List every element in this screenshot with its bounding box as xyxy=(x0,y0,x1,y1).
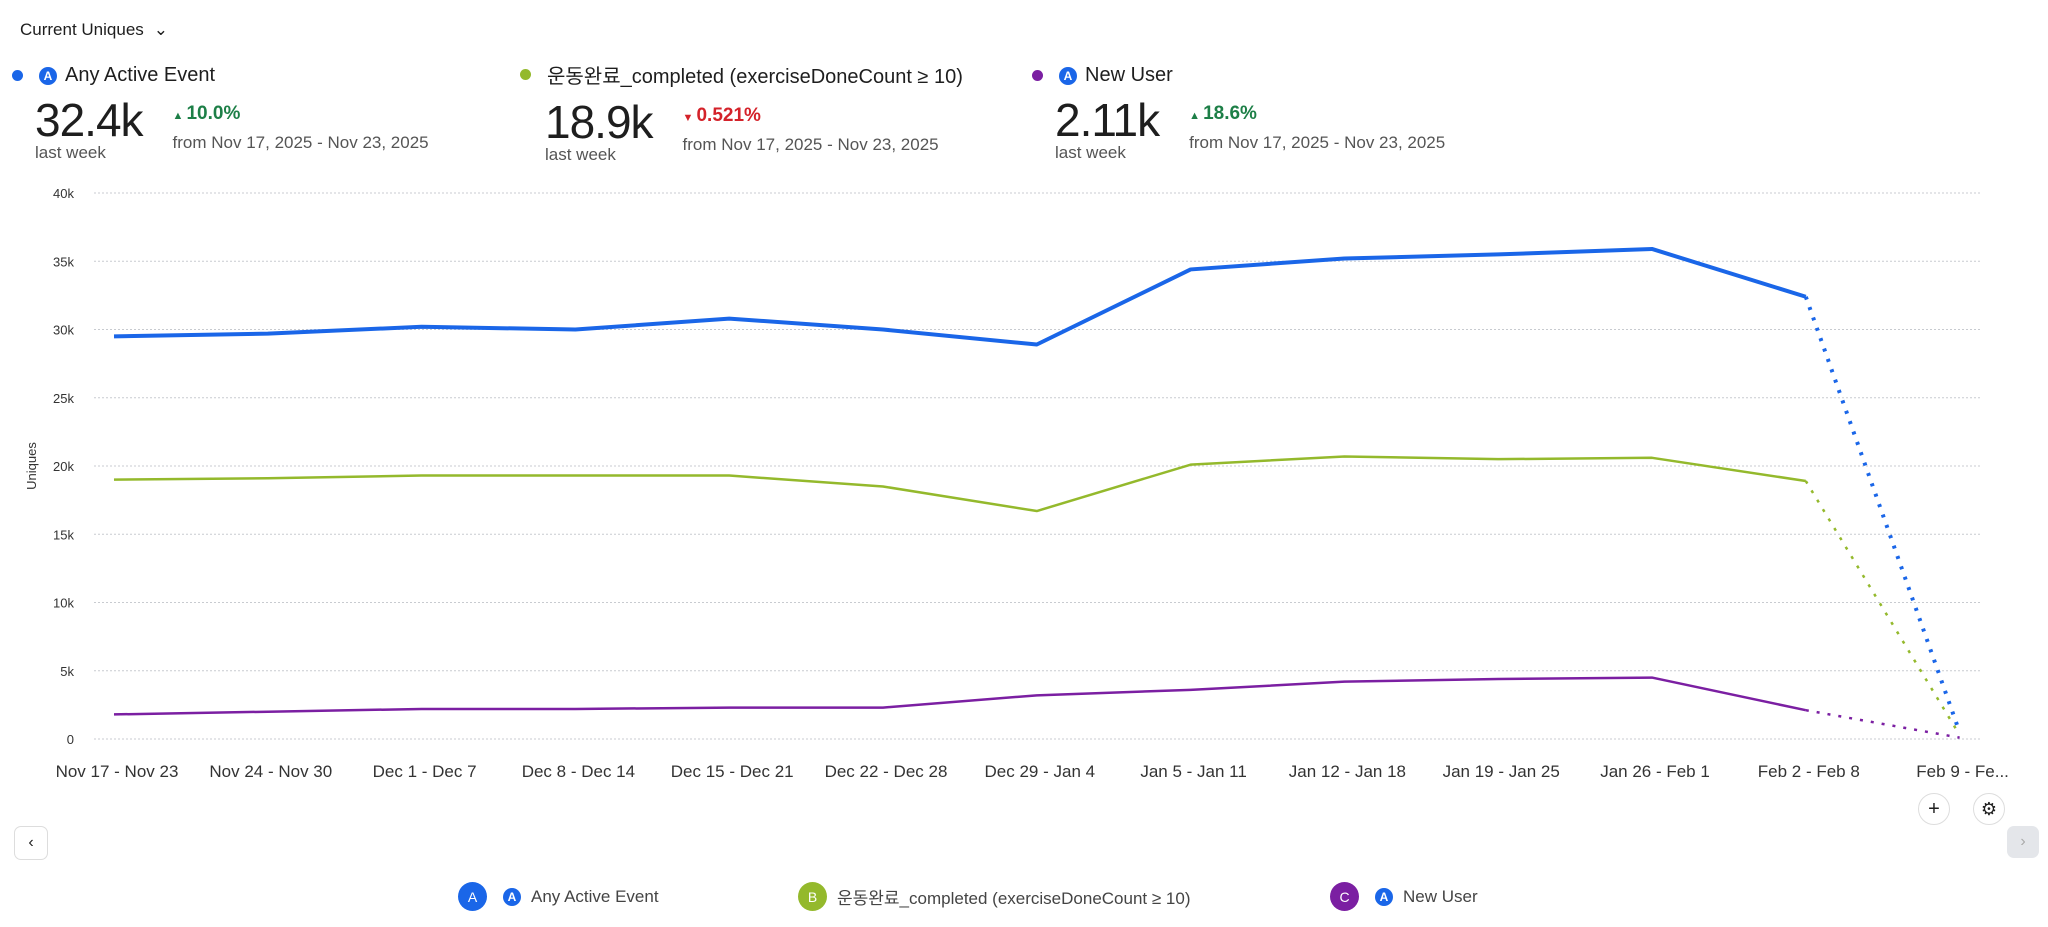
metric-name: New User xyxy=(1085,64,1173,86)
chevron-down-icon: ⌄ xyxy=(153,20,169,39)
x-tick-label: Dec 29 - Jan 4 xyxy=(985,762,1096,781)
legend-badge: B xyxy=(798,882,827,911)
legend-label: Any Active Event xyxy=(531,886,659,906)
y-tick-label: 35k xyxy=(53,254,74,269)
legend-label: 운동완료_completed (exerciseDoneCount ≥ 10) xyxy=(837,889,1191,908)
series-incomplete-segment xyxy=(1804,480,1961,736)
metric-card-c: A New User 2.11k last week ▲ 18.6% from Nov… xyxy=(1032,64,1445,163)
legend-label: New User xyxy=(1403,886,1478,906)
x-tick-label: Nov 17 - Nov 23 xyxy=(56,762,179,781)
y-tick-label: 30k xyxy=(53,323,74,338)
series-dot-icon xyxy=(12,70,23,81)
metric-period: last week xyxy=(545,145,616,164)
scroll-left-button[interactable]: ‹ xyxy=(14,826,48,860)
x-tick-label: Feb 2 - Feb 8 xyxy=(1758,762,1860,781)
add-button[interactable]: + xyxy=(1918,793,1950,825)
metric-name: 운동완료_completed (exerciseDoneCount ≥ 10) xyxy=(547,66,963,88)
legend-item-c[interactable]: C A New User xyxy=(1330,882,1478,911)
metric-period: last week xyxy=(35,143,106,162)
triangle-down-icon: ▼ xyxy=(682,112,697,124)
legend-item-b[interactable]: B 운동완료_completed (exerciseDoneCount ≥ 10… xyxy=(798,882,1191,911)
legend-badge: C xyxy=(1330,882,1359,911)
x-tick-label: Dec 22 - Dec 28 xyxy=(825,762,948,781)
x-tick-label: Jan 12 - Jan 18 xyxy=(1289,762,1406,781)
metric-value: 32.4k xyxy=(35,94,144,146)
amplitude-event-icon: A xyxy=(39,66,57,85)
metric-value: 2.11k xyxy=(1055,94,1160,146)
chevron-right-icon: › xyxy=(2020,833,2026,850)
y-tick-label: 10k xyxy=(53,596,74,611)
metric-period: last week xyxy=(1055,143,1126,162)
metric-from: from Nov 17, 2025 - Nov 23, 2025 xyxy=(682,135,939,154)
metric-change: 10.0% xyxy=(186,103,241,124)
settings-button[interactable]: ⚙ xyxy=(1973,793,2005,825)
metric-from: from Nov 17, 2025 - Nov 23, 2025 xyxy=(1189,133,1446,152)
legend-badge: A xyxy=(458,882,487,911)
metric-dropdown-label: Current Uniques xyxy=(20,20,144,39)
amplitude-event-icon: A xyxy=(1059,66,1077,85)
metric-name: Any Active Event xyxy=(65,64,216,86)
x-tick-label: Jan 19 - Jan 25 xyxy=(1443,762,1560,781)
legend-item-a[interactable]: A A Any Active Event xyxy=(458,882,659,911)
y-tick-label: 25k xyxy=(53,391,74,406)
chevron-left-icon: ‹ xyxy=(28,834,34,851)
metric-card-a: A Any Active Event 32.4k last week ▲ 10.0%… xyxy=(12,64,429,163)
amplitude-event-icon: A xyxy=(503,887,521,906)
metric-change: 18.6% xyxy=(1203,103,1257,124)
series-line xyxy=(113,455,1806,513)
metric-card-b: 운동완료_completed (exerciseDoneCount ≥ 10) … xyxy=(520,60,963,165)
series-incomplete-segment xyxy=(1803,296,1962,733)
metric-change: 0.521% xyxy=(696,105,761,126)
series-incomplete-segment xyxy=(1805,708,1960,739)
series-dot-icon xyxy=(520,69,531,80)
x-tick-label: Jan 26 - Feb 1 xyxy=(1600,762,1710,781)
x-tick-label: Dec 1 - Dec 7 xyxy=(373,762,477,781)
amplitude-event-icon: A xyxy=(1375,887,1393,906)
y-tick-label: 40k xyxy=(53,186,74,201)
plus-icon: + xyxy=(1928,797,1940,820)
y-tick-label: 20k xyxy=(53,459,74,474)
series-line xyxy=(113,246,1807,347)
series-dot-icon xyxy=(1032,70,1043,81)
metric-dropdown[interactable]: Current Uniques ⌄ xyxy=(20,20,168,40)
x-tick-label: Dec 15 - Dec 21 xyxy=(671,762,794,781)
gear-icon: ⚙ xyxy=(1980,798,1998,819)
y-axis-label: Uniques xyxy=(24,442,39,490)
x-tick-label: Feb 9 - Fe... xyxy=(1916,762,2009,781)
metric-from: from Nov 17, 2025 - Nov 23, 2025 xyxy=(172,133,429,152)
series-line xyxy=(113,676,1807,716)
triangle-up-icon: ▲ xyxy=(172,110,187,122)
x-tick-label: Jan 5 - Jan 11 xyxy=(1140,762,1246,781)
x-tick-label: Nov 24 - Nov 30 xyxy=(209,762,332,781)
x-tick-label: Dec 8 - Dec 14 xyxy=(522,762,635,781)
scroll-right-button[interactable]: › xyxy=(2007,826,2039,858)
y-tick-label: 0 xyxy=(67,732,74,747)
y-tick-label: 5k xyxy=(60,664,74,679)
triangle-up-icon: ▲ xyxy=(1189,110,1204,122)
y-tick-label: 15k xyxy=(53,527,74,542)
metric-value: 18.9k xyxy=(545,96,654,148)
